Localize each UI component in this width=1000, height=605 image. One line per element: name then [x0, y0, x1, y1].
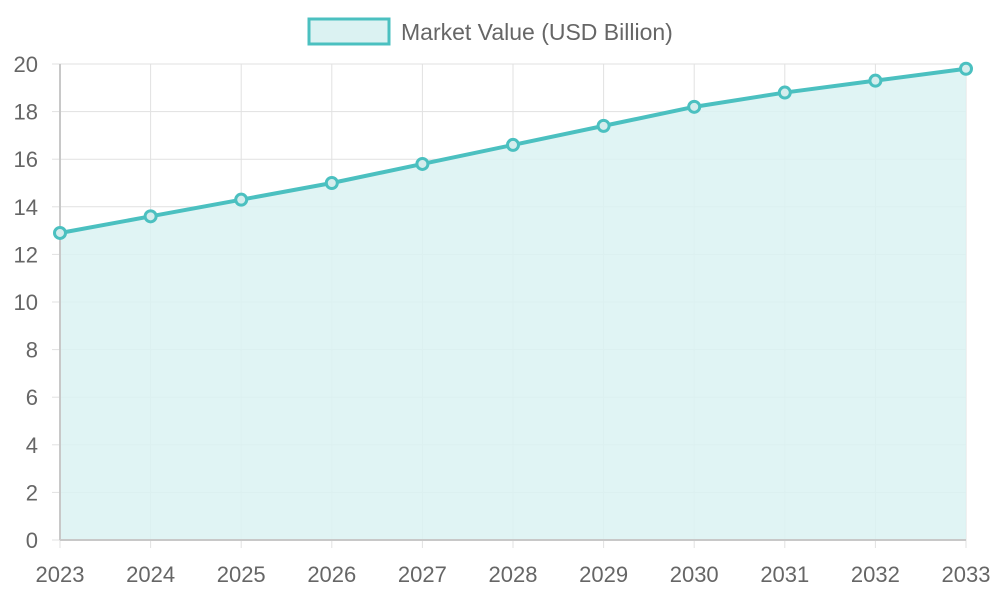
legend[interactable]: Market Value (USD Billion) [307, 17, 673, 46]
y-axis-ticks: 0 2 4 6 8 10 12 14 16 18 20 [14, 52, 38, 553]
data-point[interactable] [415, 156, 430, 171]
data-point[interactable] [777, 85, 792, 100]
data-point[interactable] [234, 192, 249, 207]
y-tick-label: 10 [14, 290, 38, 315]
y-tick-label: 12 [14, 242, 38, 267]
data-point[interactable] [53, 225, 67, 240]
y-tick-label: 20 [14, 52, 38, 77]
y-tick-label: 14 [14, 195, 38, 220]
axes [59, 64, 966, 541]
legend-swatch[interactable] [307, 17, 391, 46]
data-point[interactable] [687, 99, 702, 114]
y-tick-label: 0 [26, 528, 38, 553]
area-layer [60, 68, 966, 540]
data-point[interactable] [324, 176, 339, 190]
series-area-fill [60, 68, 966, 540]
data-point[interactable] [143, 209, 158, 224]
x-tick-label: 2029 [579, 562, 628, 587]
data-point[interactable] [506, 137, 520, 152]
x-tick-label: 2028 [489, 562, 538, 587]
data-point[interactable] [868, 73, 883, 88]
x-tick-label: 2023 [36, 562, 85, 587]
x-tick-label: 2027 [398, 562, 447, 587]
x-tick-label: 2031 [760, 562, 809, 587]
data-point[interactable] [596, 118, 611, 133]
x-tick-label: 2030 [670, 562, 719, 587]
y-tick-label: 2 [26, 480, 38, 505]
y-tick-label: 8 [26, 338, 38, 363]
x-tick-label: 2032 [851, 562, 900, 587]
x-axis-ticks: 2023 2024 2025 2026 2027 2028 2029 2030 2031 2032… [36, 562, 991, 587]
y-tick-label: 18 [14, 100, 38, 125]
legend-label[interactable]: Market Value (USD Billion) [401, 19, 673, 45]
data-point[interactable] [959, 61, 973, 76]
y-tick-label: 4 [26, 433, 38, 458]
y-tick-label: 16 [14, 147, 38, 172]
x-tick-label: 2024 [126, 562, 175, 587]
y-tick-label: 6 [26, 385, 38, 410]
x-tick-label: 2026 [307, 562, 356, 587]
x-tick-label: 2025 [217, 562, 266, 587]
data-points [53, 61, 973, 240]
x-tick-label: 2033 [942, 562, 991, 587]
